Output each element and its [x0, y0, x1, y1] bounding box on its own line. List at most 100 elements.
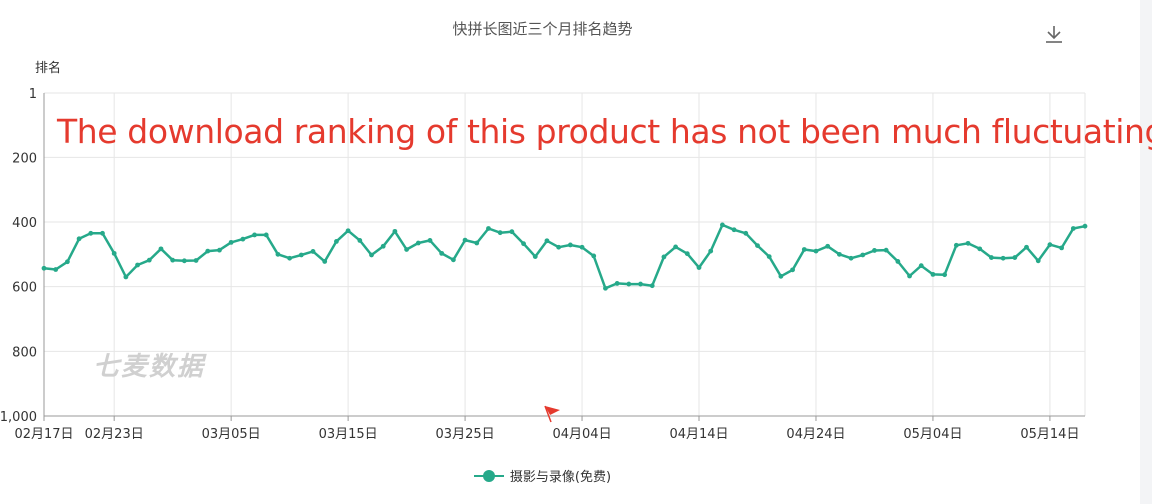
data-point[interactable] [872, 248, 877, 253]
data-point[interactable] [298, 252, 304, 258]
data-point[interactable] [123, 274, 129, 280]
data-point[interactable] [415, 240, 421, 246]
data-point[interactable] [720, 222, 725, 228]
data-point[interactable] [813, 248, 819, 254]
data-point[interactable] [883, 247, 889, 253]
data-point[interactable] [369, 252, 374, 258]
data-point[interactable] [1012, 255, 1018, 260]
x-tick-label: 04月14日 [669, 427, 728, 442]
data-point[interactable] [836, 251, 842, 257]
data-point[interactable] [626, 281, 632, 287]
data-point[interactable] [661, 254, 667, 260]
data-point[interactable] [439, 250, 445, 256]
data-point[interactable] [965, 240, 971, 246]
data-point[interactable] [895, 259, 901, 264]
data-point[interactable] [860, 252, 866, 258]
scrollbar-track [1140, 0, 1152, 504]
data-point[interactable] [942, 272, 948, 278]
data-point[interactable] [310, 249, 316, 254]
data-point[interactable] [345, 228, 351, 234]
data-point[interactable] [696, 265, 702, 270]
data-point[interactable] [64, 259, 70, 265]
data-point[interactable] [486, 226, 491, 231]
data-point[interactable] [322, 259, 328, 264]
data-point[interactable] [673, 244, 679, 250]
data-point[interactable] [252, 232, 257, 238]
data-point[interactable] [111, 250, 117, 256]
x-tick-label: 05月04日 [903, 427, 962, 442]
data-point[interactable] [579, 244, 585, 250]
data-point[interactable] [1047, 242, 1053, 248]
data-point[interactable] [392, 228, 398, 234]
data-point[interactable] [907, 273, 912, 279]
data-point[interactable] [521, 241, 526, 247]
data-point[interactable] [357, 238, 363, 243]
x-tick-label: 03月15日 [319, 427, 378, 442]
data-point[interactable] [778, 273, 784, 279]
data-point[interactable] [240, 236, 246, 242]
data-point[interactable] [848, 255, 854, 261]
data-point[interactable] [181, 258, 187, 264]
data-point[interactable] [649, 283, 655, 289]
data-point[interactable] [1000, 255, 1006, 261]
data-point[interactable] [790, 267, 795, 273]
data-point[interactable] [263, 232, 269, 238]
data-point[interactable] [953, 242, 959, 248]
data-point[interactable] [684, 251, 690, 257]
data-point[interactable] [287, 255, 293, 261]
data-point[interactable] [217, 247, 222, 253]
data-point[interactable] [591, 253, 597, 259]
data-point[interactable] [989, 255, 994, 260]
data-point[interactable] [977, 246, 983, 252]
data-point[interactable] [603, 285, 608, 291]
data-point[interactable] [170, 257, 176, 263]
data-point[interactable] [766, 254, 772, 260]
data-point[interactable] [930, 271, 936, 277]
data-point[interactable] [334, 239, 339, 244]
data-point[interactable] [509, 229, 515, 235]
data-point[interactable] [404, 247, 409, 252]
data-point[interactable] [614, 281, 620, 286]
data-point[interactable] [1035, 258, 1041, 264]
data-point[interactable] [825, 243, 831, 249]
data-point[interactable] [462, 237, 468, 243]
data-point[interactable] [474, 240, 480, 246]
data-point[interactable] [380, 243, 386, 249]
data-point[interactable] [88, 230, 94, 236]
data-point[interactable] [567, 242, 573, 248]
data-point[interactable] [158, 246, 164, 252]
download-icon[interactable] [1042, 22, 1066, 46]
data-point[interactable] [1070, 226, 1076, 231]
data-point[interactable] [41, 265, 47, 271]
legend-item[interactable]: 摄影与录像(免费) [473, 466, 612, 485]
data-point[interactable] [1024, 244, 1029, 250]
data-point[interactable] [532, 254, 538, 260]
data-point[interactable] [193, 258, 199, 263]
data-point[interactable] [427, 238, 433, 243]
data-point[interactable] [135, 262, 140, 268]
data-point[interactable] [275, 251, 281, 257]
data-point[interactable] [205, 248, 211, 254]
data-point[interactable] [1059, 245, 1065, 251]
data-point[interactable] [708, 248, 714, 254]
data-point[interactable] [731, 227, 737, 233]
data-point[interactable] [743, 230, 749, 236]
data-point[interactable] [556, 244, 562, 250]
data-point[interactable] [755, 243, 760, 249]
data-point[interactable] [918, 263, 924, 269]
data-point[interactable] [544, 238, 550, 244]
data-point[interactable] [450, 257, 456, 263]
data-point[interactable] [53, 267, 59, 272]
data-point[interactable] [497, 230, 503, 236]
data-point[interactable] [801, 247, 807, 252]
data-point[interactable] [100, 230, 105, 236]
data-point[interactable] [1082, 223, 1088, 229]
x-tick-label: 03月05日 [202, 427, 261, 442]
x-tick-label: 02月23日 [85, 427, 144, 442]
legend-label: 摄影与录像(免费) [509, 470, 612, 485]
data-point[interactable] [76, 236, 82, 242]
data-point[interactable] [146, 257, 152, 263]
y-tick-label: 600 [12, 281, 37, 296]
data-point[interactable] [638, 281, 643, 287]
data-point[interactable] [228, 239, 234, 245]
